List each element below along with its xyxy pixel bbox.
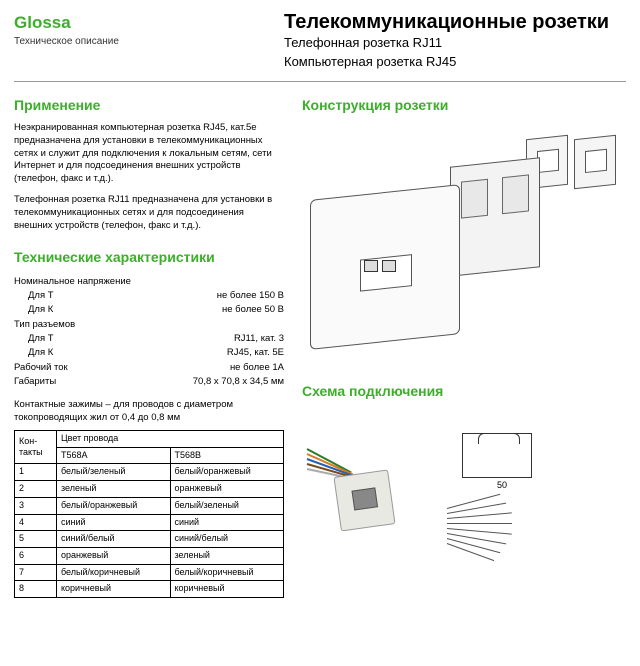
spec-label: Рабочий ток (14, 362, 68, 374)
table-cell: синий/белый (170, 531, 284, 548)
table-cell: белый/зеленый (57, 464, 171, 481)
table-cell: синий (57, 514, 171, 531)
table-row: 1белый/зеленыйбелый/оранжевый (15, 464, 284, 481)
table-cell: оранжевый (57, 547, 171, 564)
spec-row: Для Т не более 150 В (14, 289, 284, 303)
wiring-head-t568b: T568B (170, 447, 284, 464)
spec-row: Номинальное напряжение (14, 275, 284, 289)
table-cell: белый/коричневый (170, 564, 284, 581)
spec-value: RJ11, кат. 3 (234, 333, 284, 345)
table-cell: белый/зеленый (170, 497, 284, 514)
spec-label: Для Т (14, 290, 54, 302)
table-cell: коричневый (170, 581, 284, 598)
spec-label: Номинальное напряжение (14, 276, 131, 288)
table-cell: 8 (15, 581, 57, 598)
table-row: 6оранжевыйзеленый (15, 547, 284, 564)
spec-row: Для К RJ45, кат. 5Е (14, 346, 284, 360)
dimension-diagram: 50 (442, 428, 532, 548)
spec-row: Для Т RJ11, кат. 3 (14, 332, 284, 346)
table-cell: 2 (15, 481, 57, 498)
table-cell: белый/оранжевый (57, 497, 171, 514)
section-wiring: Схема подключения (302, 382, 626, 400)
spec-label: Габариты (14, 376, 56, 388)
table-cell: синий/белый (57, 531, 171, 548)
table-row: 7белый/коричневыйбелый/коричневый (15, 564, 284, 581)
table-cell: белый/оранжевый (170, 464, 284, 481)
brand-name: Glossa (14, 12, 284, 34)
table-cell: 7 (15, 564, 57, 581)
spec-value: RJ45, кат. 5Е (227, 347, 284, 359)
section-application: Применение (14, 96, 284, 114)
spec-value: не более 1А (230, 362, 284, 374)
spec-value: не более 50 В (222, 304, 284, 316)
table-cell: коричневый (57, 581, 171, 598)
table-cell: зеленый (57, 481, 171, 498)
wiring-table: Кон-такты Цвет провода T568A T568B 1белы… (14, 430, 284, 598)
left-column: Применение Неэкранированная компьютерная… (14, 96, 284, 598)
wiring-head-t568a: T568A (57, 447, 171, 464)
spec-label: Для К (14, 347, 53, 359)
spec-row: Габариты 70,8 х 70,8 х 34,5 мм (14, 375, 284, 389)
table-row: 5синий/белыйсиний/белый (15, 531, 284, 548)
table-cell: 5 (15, 531, 57, 548)
table-cell: зеленый (170, 547, 284, 564)
table-row: 2зеленыйоранжевый (15, 481, 284, 498)
table-cell: 3 (15, 497, 57, 514)
specs-list: Номинальное напряжение Для Т не более 150 … (14, 275, 284, 390)
spec-row: Тип разъемов (14, 318, 284, 332)
table-row: 8коричневыйкоричневый (15, 581, 284, 598)
dimension-label: 50 (497, 480, 507, 492)
wiring-schema: 50 (302, 408, 626, 548)
mechanism-icon (450, 157, 540, 276)
brand-block: Glossa Техническое описание (14, 12, 284, 48)
table-cell: оранжевый (170, 481, 284, 498)
module-icon (574, 135, 616, 189)
section-construction: Конструкция розетки (302, 96, 626, 114)
application-para-2: Телефонная розетка RJ11 предназначена дл… (14, 194, 284, 232)
table-cell: 4 (15, 514, 57, 531)
right-column: Конструкция розетки Схема подключения (302, 96, 626, 598)
port-icon (382, 260, 396, 272)
exploded-view (302, 122, 626, 372)
dimension-box-icon (462, 433, 532, 478)
table-cell: 6 (15, 547, 57, 564)
jack-body-icon (333, 470, 395, 532)
table-cell: синий (170, 514, 284, 531)
section-specs: Технические характеристики (14, 248, 284, 266)
page-subtitle-2: Компьютерная розетка RJ45 (284, 54, 626, 71)
table-row: 4синийсиний (15, 514, 284, 531)
wiring-head-contacts: Кон-такты (15, 431, 57, 464)
brand-subtitle: Техническое описание (14, 35, 284, 48)
spec-value: не более 150 В (217, 290, 284, 302)
table-cell: белый/коричневый (57, 564, 171, 581)
faceplate-ports (364, 260, 396, 272)
spec-label: Для К (14, 304, 53, 316)
wiring-head-color: Цвет провода (57, 431, 284, 448)
spec-row: Рабочий ток не более 1А (14, 361, 284, 375)
content: Применение Неэкранированная компьютерная… (14, 96, 626, 598)
port-icon (364, 260, 378, 272)
spec-row: Для К не более 50 В (14, 303, 284, 317)
wire-splay-icon (442, 498, 522, 548)
jack-photo (302, 428, 432, 548)
table-row: 3белый/оранжевыйбелый/зеленый (15, 497, 284, 514)
title-block: Телекоммуникационные розетки Телефонная … (284, 12, 626, 71)
application-para-1: Неэкранированная компьютерная розетка RJ… (14, 122, 284, 186)
page-header: Glossa Техническое описание Телекоммуник… (14, 12, 626, 71)
divider (14, 81, 626, 82)
spec-label: Для Т (14, 333, 54, 345)
spec-label: Тип разъемов (14, 319, 75, 331)
page-subtitle-1: Телефонная розетка RJ11 (284, 35, 626, 52)
spec-value: 70,8 х 70,8 х 34,5 мм (193, 376, 284, 388)
specs-note: Контактные зажимы – для проводов с диаме… (14, 399, 284, 424)
table-cell: 1 (15, 464, 57, 481)
page-title: Телекоммуникационные розетки (284, 12, 626, 33)
